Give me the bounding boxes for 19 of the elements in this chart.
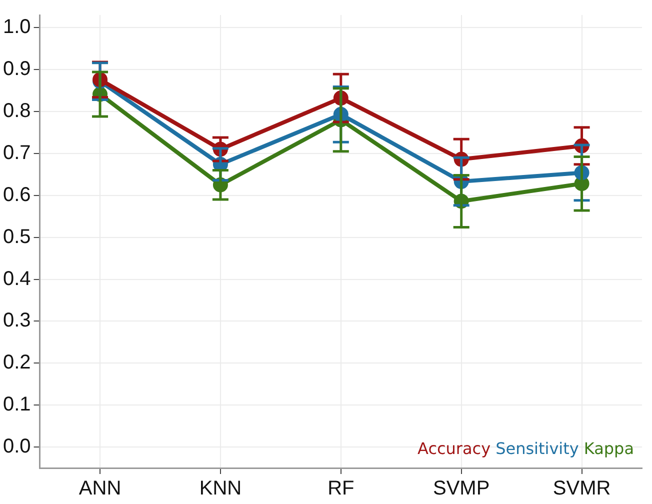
y-tick-label: 0.5 [2,226,31,248]
y-tick-label: 0.4 [2,268,31,290]
y-tick-label: 0.7 [2,142,31,164]
x-tick-label: SVMR [552,478,611,500]
x-tick-label: ANN [78,478,122,500]
y-tick-label: 0.6 [2,184,31,206]
y-tick-label: 1.0 [2,16,31,38]
x-tick-label: SVMP [432,478,490,500]
x-tick-label: RF [328,478,354,500]
text: Sensitivity [496,439,579,458]
y-tick-label: 0.1 [2,394,31,416]
y-tick-label: 0.2 [2,352,31,374]
y-tick-label: 0.3 [2,310,31,332]
x-tick-label: KNN [199,478,242,500]
y-tick-label: 0.8 [2,100,31,122]
text: Kappa [584,439,634,458]
y-tick-label: 0.9 [2,58,31,80]
y-tick-label: 0.0 [2,436,31,458]
text: Accuracy [418,439,491,458]
